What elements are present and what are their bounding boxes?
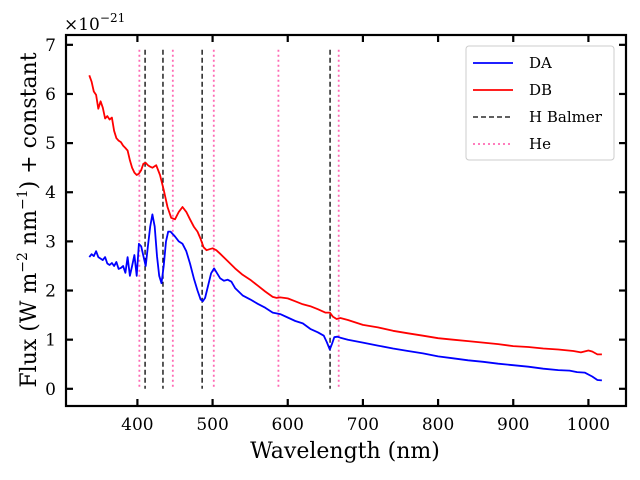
legend-item-h-balmer: H Balmer [473,108,603,126]
y-tick-label: 2 [45,282,56,302]
y-tick-label: 6 [45,85,56,105]
x-tick-label: 900 [497,415,529,435]
x-tick-label: 1000 [567,415,610,435]
y-offset-label: ×10−21 [64,11,125,35]
legend-item-db: DB [473,81,552,99]
y-tick-label: 1 [45,331,56,351]
x-tick-label: 800 [422,415,454,435]
reference-lines [138,49,340,389]
x-tick-label: 600 [272,415,304,435]
y-tick-label: 5 [45,134,56,154]
x-tick-label: 700 [347,415,379,435]
legend-label: He [529,135,551,153]
y-tick-label: 7 [45,36,56,56]
legend-label: DA [529,54,552,72]
y-tick-label: 3 [45,232,56,252]
series-group [88,74,602,382]
legend-item-he: He [473,135,551,153]
series-line-db [88,74,602,356]
x-tick-label: 400 [121,415,153,435]
y-axis-label: Flux (W m−2 nm−1) + constant [15,52,42,387]
legend-label: DB [529,81,552,99]
legend: DA DB H Balmer He [465,45,615,161]
ticks-group [66,35,626,406]
x-axis-label: Wavelength (nm) [250,439,440,464]
tick-labels: 400 500 600 700 800 900 1000 0 1 2 3 4 5 6 7 [45,36,610,435]
y-tick-label: 4 [45,183,56,203]
legend-box [465,45,615,161]
y-tick-label: 0 [45,380,56,400]
series-line-da [88,213,602,382]
legend-item-da: DA [473,54,552,72]
axes-frame [64,33,628,408]
x-tick-label: 500 [196,415,228,435]
legend-label: H Balmer [529,108,603,126]
